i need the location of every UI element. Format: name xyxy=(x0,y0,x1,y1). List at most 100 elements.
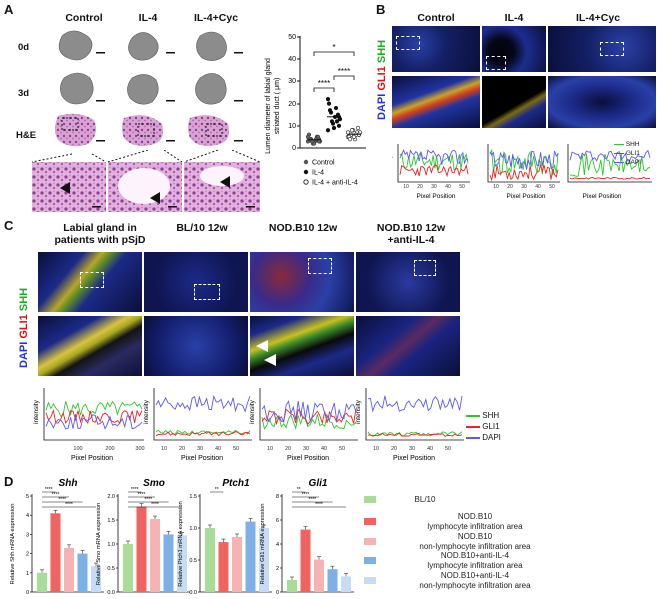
c-legend: SHH GLI1 DAPI xyxy=(466,410,501,443)
svg-text:30: 30 xyxy=(303,446,309,452)
intensity-axes xyxy=(397,144,470,183)
d-ytick-label: 1.5 xyxy=(189,494,197,500)
d-ytick-label: 4 xyxy=(26,513,29,519)
d-sig-label: **** xyxy=(52,492,60,498)
d-ytick-label: 1 xyxy=(26,571,29,577)
svg-text:100: 100 xyxy=(73,446,82,452)
d-legend-2: NOD.B10 lymphocyte infiltration area xyxy=(427,512,523,531)
d-chart-title: Smo xyxy=(143,478,165,489)
d-legend-4: NOD.B10+anti-IL-4 lymphocyte infiltratio… xyxy=(427,551,523,570)
d-sig-label: **** xyxy=(45,487,53,493)
svg-text:10: 10 xyxy=(267,446,273,452)
c-ylabel-2: intensity xyxy=(143,399,150,424)
intensity-trace xyxy=(569,176,651,180)
c-header-patients: Labial gland in patients with pSjD xyxy=(54,222,146,246)
a-ylabel-1: Lumen diameter of labial gland xyxy=(265,58,272,154)
d-bar xyxy=(314,559,324,592)
a-ytick-20: 20 xyxy=(288,101,296,108)
intensity-trace xyxy=(367,431,463,437)
scatter-point xyxy=(336,123,342,128)
a-row-he: H&E xyxy=(16,130,37,141)
intensity-axes xyxy=(567,144,652,183)
svg-text:10: 10 xyxy=(373,446,379,452)
a-legend-marker-il4 xyxy=(303,169,309,175)
d-sig-label: **** xyxy=(131,487,139,493)
svg-text:40: 40 xyxy=(445,184,451,190)
d-ytick-label: 1.0 xyxy=(189,526,197,532)
d-ytick-label: 4 xyxy=(276,542,279,548)
d-bar xyxy=(64,547,74,592)
d-sig-label: ** xyxy=(297,487,301,493)
a-ytick-50: 50 xyxy=(288,34,296,41)
svg-text:30: 30 xyxy=(431,184,437,190)
c-ylabel-1: intensity xyxy=(33,399,40,424)
scatter-point xyxy=(334,119,340,124)
c-xlabel-2: Pixel Position xyxy=(181,455,223,462)
d-bar xyxy=(123,544,133,592)
scatter-point xyxy=(326,101,332,106)
intensity-trace xyxy=(45,414,143,430)
d-ytick-label: 1.0 xyxy=(107,542,115,548)
a-header-il4: IL-4 xyxy=(138,12,158,24)
d-legend-swatch-2 xyxy=(364,518,376,525)
intensity-trace xyxy=(261,408,357,426)
a-sig-2: **** xyxy=(318,79,330,88)
scatter-point xyxy=(351,134,357,139)
d-legend-3: NOD.B10 non-lymphocyte infiltration area xyxy=(419,532,531,551)
d-chart-ylabel: Relative Gli1 mRNA expression xyxy=(260,504,266,585)
intensity-trace xyxy=(399,151,469,171)
svg-text:20: 20 xyxy=(417,184,423,190)
d-bar xyxy=(50,513,61,592)
d-ytick-label: 0.5 xyxy=(189,558,197,564)
scatter-point xyxy=(345,130,351,135)
a-header-control: Control xyxy=(65,12,103,24)
scatter-point xyxy=(329,119,335,124)
c-xlabel-4: Pixel Position xyxy=(393,455,435,462)
svg-text:20: 20 xyxy=(285,446,291,452)
scatter-point xyxy=(325,128,331,133)
d-bar xyxy=(177,535,187,592)
d-ytick-label: 0.0 xyxy=(107,590,115,596)
d-chart-ylabel: Relative Shh mRNA expression xyxy=(10,504,16,585)
d-sig-label: **** xyxy=(144,497,152,503)
c-header-nod: NOD.B10 12w xyxy=(268,222,338,234)
c-if-nod xyxy=(250,252,354,312)
d-ytick-label: 1.5 xyxy=(107,518,115,524)
c-legend-shh: SHH xyxy=(482,411,500,420)
panel-label-a: A xyxy=(4,2,14,17)
scatter-point xyxy=(325,97,331,102)
intensity-trace xyxy=(569,149,651,162)
d-ytick-label: 0.0 xyxy=(189,590,197,596)
c-ylabel-3: intensity xyxy=(249,399,256,424)
d-legend-swatch-1 xyxy=(364,496,376,503)
d-bar xyxy=(91,566,101,592)
svg-text:20: 20 xyxy=(507,184,513,190)
intensity-trace xyxy=(155,429,251,435)
c-xlabel-1: Pixel Position xyxy=(71,455,113,462)
svg-text:30: 30 xyxy=(521,184,527,190)
d-sig-label: **** xyxy=(315,502,323,508)
c-legend-dapi: DAPI xyxy=(482,433,501,442)
d-bar xyxy=(218,542,229,592)
c-if-zoom-patients xyxy=(38,316,142,376)
lumen-scatter-chart: Lumen diameter of labial gland striated … xyxy=(265,34,366,187)
b-legend-shh: SHH xyxy=(625,141,640,148)
d-bar xyxy=(163,534,174,592)
d-ytick-label: 0 xyxy=(276,590,279,596)
a-ytick-30: 30 xyxy=(288,78,296,85)
d-ytick-label: 6 xyxy=(276,518,279,524)
intensity-trace xyxy=(399,163,469,178)
b-if-zoom-control xyxy=(392,76,480,128)
a-ytick-40: 40 xyxy=(288,56,296,63)
d-bar xyxy=(205,528,215,592)
d-ytick-label: 8 xyxy=(276,494,279,500)
d-bar xyxy=(150,519,160,592)
b-header-control: Control xyxy=(417,12,455,24)
b-xlabel-2: Pixel Position xyxy=(506,193,545,200)
d-chart-title: Shh xyxy=(59,478,78,489)
b-if-control xyxy=(392,26,480,72)
svg-text:50: 50 xyxy=(549,184,555,190)
scatter-point xyxy=(349,128,355,133)
intensity-axes xyxy=(365,388,464,441)
